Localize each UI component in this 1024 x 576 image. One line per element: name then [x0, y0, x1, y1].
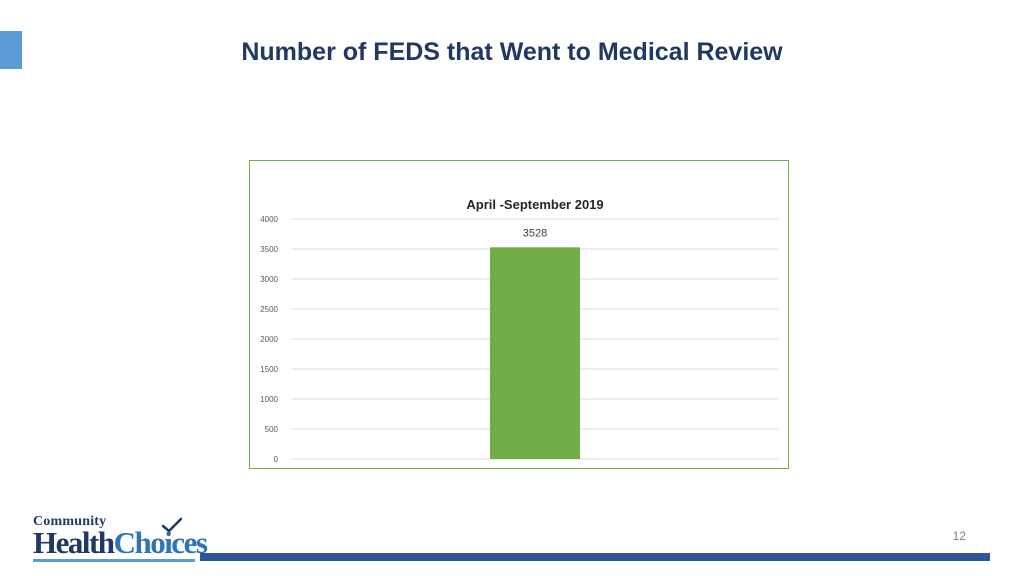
logo-line2: HealthChoices [33, 525, 208, 561]
logo-choices: Choices [113, 525, 208, 560]
slide-title: Number of FEDS that Went to Medical Revi… [241, 38, 783, 66]
y-tick-label: 2500 [260, 305, 278, 314]
chart-frame: April -September 2019 0 500 1000 1500 2000 250… [249, 160, 789, 469]
bar-data-label: 3528 [523, 227, 547, 239]
y-tick-label: 1500 [260, 365, 278, 374]
community-healthchoices-logo: Community HealthChoices [33, 514, 208, 566]
y-tick-label: 3000 [260, 275, 278, 284]
y-tick-label: 0 [274, 455, 279, 464]
page-number: 12 [952, 529, 966, 543]
accent-square [0, 31, 22, 69]
logo-underline [33, 559, 195, 562]
y-tick-label: 1000 [260, 395, 278, 404]
y-tick-label: 2000 [260, 335, 278, 344]
y-tick-label: 4000 [260, 215, 278, 224]
chart-title: April -September 2019 [466, 197, 603, 212]
logo-health: Health [33, 525, 115, 560]
logo-line1: Community [33, 514, 107, 529]
footer-bar [200, 553, 990, 561]
bar-chart: April -September 2019 0 500 1000 1500 2000 250… [260, 197, 778, 464]
bar [490, 247, 580, 459]
checkmark-icon [161, 517, 183, 533]
y-tick-label: 3500 [260, 245, 278, 254]
y-tick-label: 500 [265, 425, 279, 434]
